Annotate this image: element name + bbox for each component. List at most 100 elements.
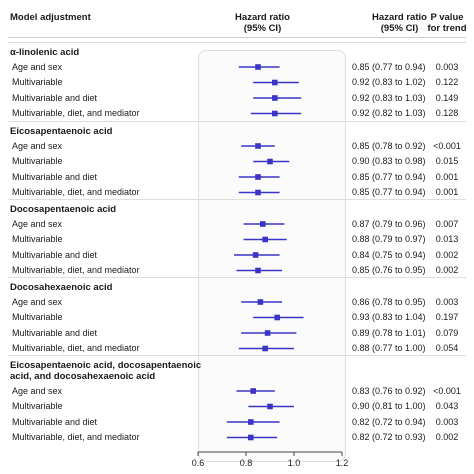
row-p-value: 0.128 <box>435 108 459 118</box>
hr-point <box>272 95 278 101</box>
header-hazard-ratio-values: Hazard ratio (95% CI) <box>352 12 447 34</box>
row-label: Multivariable and diet <box>12 92 98 103</box>
row-p-value: 0.122 <box>435 77 459 87</box>
row-label: Multivariable <box>12 156 63 166</box>
row-hazard-ratio-text: 0.82 (0.72 to 0.94) <box>352 416 426 427</box>
row-label: Age and sex <box>12 296 63 307</box>
group-divider <box>8 42 466 43</box>
row-label: Multivariable <box>12 234 63 244</box>
row-hazard-ratio-text: 0.88 (0.79 to 0.97) <box>352 234 426 244</box>
hr-point <box>255 143 261 149</box>
row-label: Multivariable and diet <box>12 416 98 427</box>
hr-point <box>262 345 268 352</box>
hr-point <box>264 330 271 336</box>
row-hazard-ratio-text: 0.83 (0.76 to 0.92) <box>352 385 426 396</box>
header-hazard-ratio-plot: Hazard ratio (95% CI) <box>215 12 310 34</box>
group-divider <box>8 121 466 122</box>
hr-point <box>252 252 259 258</box>
row-label: Multivariable, diet, and mediator <box>12 108 140 118</box>
hr-point <box>272 79 278 86</box>
hr-point <box>248 434 254 441</box>
row-label: Age and sex <box>12 61 63 72</box>
row-hazard-ratio-text: 0.85 (0.77 to 0.94) <box>352 171 426 182</box>
x-tick-label: 0.8 <box>240 458 253 468</box>
row-p-value: 0.002 <box>435 249 459 260</box>
row-p-value: 0.001 <box>435 187 459 197</box>
row-p-value: 0.013 <box>435 234 459 244</box>
row-label: Multivariable, diet, and mediator <box>12 432 140 442</box>
plot-panel <box>198 50 346 462</box>
row-hazard-ratio-text: 0.85 (0.78 to 0.92) <box>352 140 426 151</box>
hr-point <box>255 189 261 196</box>
row-p-value: 0.002 <box>435 265 459 275</box>
group-divider <box>8 277 466 278</box>
header-hazard-ratio-values-line1: Hazard ratio <box>372 12 427 23</box>
row-p-value: 0.001 <box>435 171 459 182</box>
row-p-value: <0.001 <box>433 385 461 396</box>
row-label: Age and sex <box>12 218 63 229</box>
row-hazard-ratio-text: 0.85 (0.77 to 0.94) <box>352 187 426 197</box>
header-divider <box>8 37 466 38</box>
row-p-value: 0.002 <box>435 432 459 442</box>
row-hazard-ratio-text: 0.88 (0.77 to 1.00) <box>352 343 426 353</box>
x-tick-label: 0.6 <box>192 458 205 468</box>
hr-point <box>255 267 261 274</box>
group-title: acid, and docosahexaenoic acid <box>10 371 156 382</box>
row-hazard-ratio-text: 0.90 (0.81 to 1.00) <box>352 401 426 411</box>
header-hazard-ratio-plot-line1: Hazard ratio <box>235 12 290 23</box>
row-label: Multivariable, diet, and mediator <box>12 265 140 275</box>
group-divider <box>8 355 466 356</box>
row-label: Age and sex <box>12 385 63 396</box>
row-hazard-ratio-text: 0.89 (0.78 to 1.01) <box>352 327 426 338</box>
row-hazard-ratio-text: 0.82 (0.72 to 0.93) <box>352 432 426 442</box>
row-hazard-ratio-text: 0.92 (0.82 to 1.03) <box>352 108 426 118</box>
x-tick-label: 1.2 <box>336 458 349 468</box>
header-p-value-line2: for trend <box>427 23 467 34</box>
row-label: Multivariable <box>12 401 63 411</box>
row-label: Multivariable, diet, and mediator <box>12 187 140 197</box>
group-title: α-linolenic acid <box>10 47 80 58</box>
row-hazard-ratio-text: 0.92 (0.83 to 1.02) <box>352 77 426 87</box>
header-p-value-line1: P value <box>430 12 464 23</box>
row-label: Multivariable and diet <box>12 327 98 338</box>
hr-point <box>248 419 254 425</box>
row-hazard-ratio-text: 0.93 (0.83 to 1.04) <box>352 312 426 322</box>
row-hazard-ratio-text: 0.92 (0.83 to 1.03) <box>352 92 426 103</box>
hr-point <box>272 110 278 117</box>
row-hazard-ratio-text: 0.85 (0.77 to 0.94) <box>352 61 426 72</box>
row-label: Multivariable, diet, and mediator <box>12 343 140 353</box>
hr-point <box>257 299 264 305</box>
hr-point <box>250 388 256 394</box>
row-hazard-ratio-text: 0.86 (0.78 to 0.95) <box>352 296 426 307</box>
row-p-value: 0.003 <box>435 416 459 427</box>
row-p-value: <0.001 <box>433 140 461 151</box>
header-model-adjustment: Model adjustment <box>10 12 91 23</box>
row-label: Age and sex <box>12 140 63 151</box>
row-label: Multivariable <box>12 312 63 322</box>
row-label: Multivariable <box>12 77 63 87</box>
row-label: Multivariable and diet <box>12 171 98 182</box>
row-p-value: 0.003 <box>435 296 459 307</box>
row-hazard-ratio-text: 0.90 (0.83 to 0.98) <box>352 156 426 166</box>
row-p-value: 0.079 <box>435 327 459 338</box>
row-p-value: 0.015 <box>435 156 459 166</box>
row-p-value: 0.003 <box>435 61 459 72</box>
group-title: Docosahexaenoic acid <box>10 282 113 293</box>
hr-point <box>260 221 266 227</box>
group-title: Docosapentaenoic acid <box>10 204 117 215</box>
row-p-value: 0.007 <box>435 218 459 229</box>
header-hazard-ratio-plot-line2: (95% CI) <box>243 23 282 34</box>
hr-point <box>255 64 261 70</box>
row-p-value: 0.054 <box>435 343 459 353</box>
hr-point <box>267 403 273 410</box>
group-title: Eicosapentaenoic acid, docosapentaenoic <box>10 360 202 371</box>
x-tick-label: 1.0 <box>288 458 301 468</box>
row-p-value: 0.149 <box>435 92 459 103</box>
row-hazard-ratio-text: 0.87 (0.79 to 0.96) <box>352 218 426 229</box>
group-title: Eicosapentaenoic acid <box>10 126 113 137</box>
hr-point <box>255 174 261 180</box>
header-hazard-ratio-values-line2: (95% CI) <box>380 23 419 34</box>
row-p-value: 0.043 <box>435 401 459 411</box>
